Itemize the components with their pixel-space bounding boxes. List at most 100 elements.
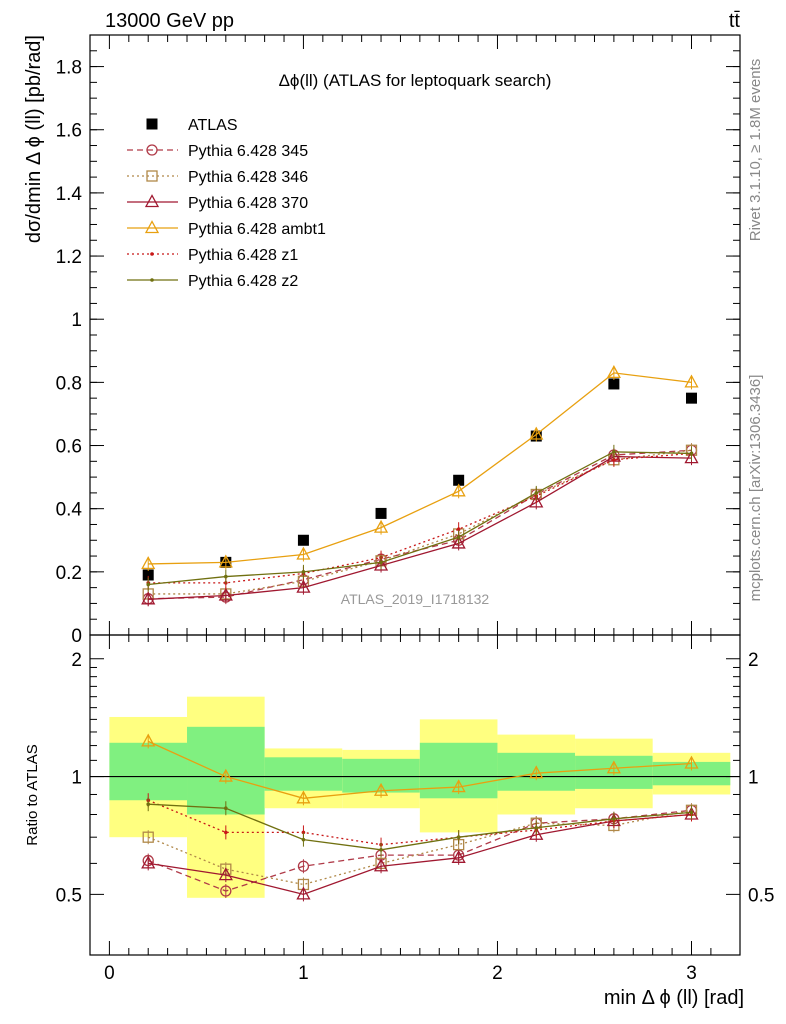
ratio-point: [301, 837, 306, 842]
ratio-point: [373, 858, 389, 872]
legend-label: Pythia 6.428 ambt1: [188, 221, 326, 238]
legend-marker: [144, 220, 160, 234]
ratio-series-line: [148, 813, 692, 896]
data-point: [296, 579, 311, 593]
series-line: [148, 372, 692, 565]
legend-item: Pythia 6.428 z1: [127, 247, 298, 264]
ratio-point: [379, 847, 383, 852]
data-point: [684, 374, 699, 388]
main-series-layer: [141, 365, 699, 607]
x-axis-label: min Δ ϕ (ll) [rad]: [604, 987, 744, 1009]
ratio-point: [296, 790, 311, 804]
analysis-watermark: ATLAS_2019_I1718132: [341, 591, 490, 607]
ratio-y-tick-label: 1: [71, 768, 82, 789]
ratio-axis-ticks: 0 1 2 3 0.5 0.5 1 1 2 2: [56, 635, 774, 984]
ratio-point: [218, 768, 233, 782]
data-point: [379, 560, 383, 565]
data-point: [612, 450, 616, 454]
data-point: [142, 569, 154, 581]
rivet-version-label: Rivet 3.1.10, ≥ 1.8M events: [747, 59, 764, 242]
x-tick-label: 1: [298, 963, 309, 984]
ratio-point: [296, 886, 311, 900]
ratio-point: [529, 765, 544, 779]
data-point: [453, 474, 465, 486]
legend-item: Pythia 6.428 345: [127, 143, 308, 160]
data-point: [218, 587, 233, 601]
ratio-series-line: [147, 809, 692, 892]
data-point: [606, 365, 621, 379]
y-tick-label: 1.4: [56, 184, 83, 205]
data-point: [529, 494, 544, 508]
y-tick-label: 0: [71, 626, 82, 647]
data-point: [612, 457, 616, 462]
ratio-series-layer: [141, 733, 699, 902]
ratio-y-axis-label: Ratio to ATLAS: [24, 744, 41, 845]
series-4: [141, 365, 699, 571]
y-tick-label: 1: [71, 310, 82, 331]
ratio-y-tick-label-right: 0.5: [748, 885, 774, 906]
legend-marker: [146, 170, 158, 182]
ratio-point: [141, 733, 156, 747]
ratio-panel: 0 1 2 3 0.5 0.5 1 1 2 2: [56, 634, 774, 984]
ratio-y-tick-label: 2: [71, 650, 82, 671]
data-point: [373, 519, 389, 533]
ratio-point: [612, 816, 616, 821]
legend-item: Pythia 6.428 z2: [127, 273, 298, 290]
ratio-series-3: [141, 733, 699, 806]
legend-item: Pythia 6.428 370: [127, 194, 308, 212]
ratio-frame: [89, 634, 741, 956]
legend-marker: [146, 144, 158, 156]
ratio-uncertainty-bands: [109, 696, 731, 898]
ratio-point: [146, 802, 151, 806]
ratio-point: [451, 849, 466, 863]
ratio-point: [534, 825, 539, 830]
series-line: [148, 449, 692, 595]
ratio-point: [301, 830, 306, 835]
data-point: [456, 527, 461, 532]
y-axis-label: dσ/dmin Δ ϕ (ll) [pb/rad]: [23, 35, 45, 243]
legend-item: Pythia 6.428 346: [127, 169, 308, 186]
ratio-series-line: [147, 799, 692, 846]
y-tick-label: 1.6: [56, 121, 82, 142]
ratio-point: [218, 867, 233, 881]
data-point: [608, 378, 620, 390]
y-tick-label: 0.8: [56, 373, 82, 394]
series-line: [148, 451, 692, 586]
data-point: [529, 426, 544, 440]
ratio-y-tick-label-right: 2: [748, 650, 759, 671]
legend-label: Pythia 6.428 z2: [188, 273, 298, 290]
mcplots-credit-label: mcplots.cern.ch [arXiv:1306.3436]: [747, 375, 764, 602]
ratio-point: [224, 806, 228, 811]
ratio-inner-band: [109, 742, 188, 801]
data-point: [684, 450, 699, 464]
ratio-point: [451, 779, 466, 793]
ratio-point: [606, 760, 621, 774]
data-point: [301, 570, 306, 574]
ratio-point: [689, 810, 694, 815]
legend-marker: [146, 118, 158, 130]
ratio-point: [142, 831, 154, 843]
x-tick-label: 3: [686, 963, 697, 984]
legend-label: Pythia 6.428 z1: [188, 247, 298, 264]
ratio-point: [220, 885, 232, 897]
data-point: [297, 534, 309, 546]
data-point: [456, 535, 461, 539]
series-5: [146, 446, 694, 590]
ratio-series-line: [147, 740, 692, 799]
data-point: [451, 535, 466, 549]
legend-label: Pythia 6.428 345: [188, 143, 308, 160]
ratio-point: [529, 826, 544, 840]
data-point: [685, 392, 697, 404]
data-point: [218, 554, 233, 568]
ratio-point: [373, 782, 389, 796]
legend-item: Pythia 6.428 ambt1: [127, 220, 326, 238]
legend-label: Pythia 6.428 346: [188, 169, 308, 186]
y-tick-label: 0.2: [56, 563, 82, 584]
process-label: tt̄: [729, 10, 741, 32]
energy-label: 13000 GeV pp: [105, 10, 234, 32]
y-tick-label: 0.4: [56, 500, 83, 521]
ratio-inner-band: [652, 761, 731, 786]
legend: ATLAS Pythia 6.428 345 Pythia 6.428 346 Pyt…: [127, 117, 326, 290]
ratio-point: [141, 855, 156, 869]
